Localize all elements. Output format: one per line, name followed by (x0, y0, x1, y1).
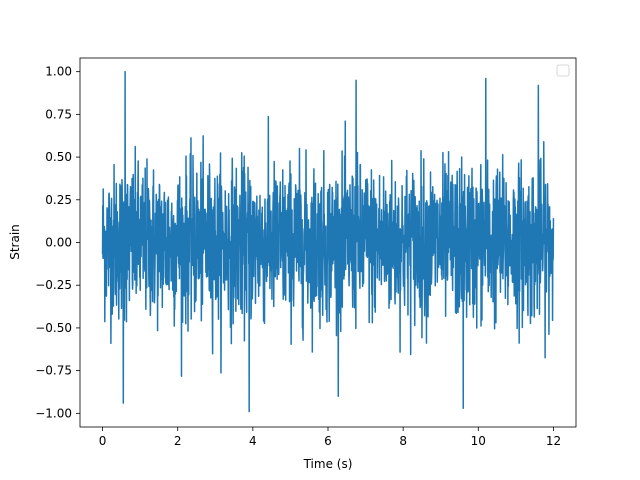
y-tick-label: 1.00 (45, 65, 72, 79)
x-tick-label: 6 (324, 434, 332, 448)
x-tick-label: 4 (249, 434, 257, 448)
y-tick-label: −1.00 (35, 406, 72, 420)
x-axis: 0 2 4 6 8 10 12 (99, 427, 561, 448)
y-tick-label: −0.75 (35, 364, 72, 378)
legend-box (556, 64, 570, 77)
series-layer (101, 70, 555, 413)
x-tick-label: 12 (546, 434, 561, 448)
x-tick-label: 8 (399, 434, 407, 448)
x-tick-label: 10 (471, 434, 486, 448)
y-axis: −1.00 −0.75 −0.50 −0.25 0.00 0.25 0.50 0.75 1.00 (35, 65, 80, 420)
y-tick-label: 0.00 (45, 236, 72, 250)
y-tick-label: −0.50 (35, 321, 72, 335)
strain-series-line (101, 70, 555, 413)
y-axis-label: Strain (8, 224, 22, 260)
y-tick-label: 0.25 (45, 193, 72, 207)
y-tick-label: 0.50 (45, 150, 72, 164)
x-tick-label: 0 (99, 434, 107, 448)
y-tick-label: 0.75 (45, 107, 72, 121)
y-tick-label: −0.25 (35, 278, 72, 292)
x-axis-label: Time (s) (303, 457, 353, 471)
x-tick-label: 2 (174, 434, 182, 448)
